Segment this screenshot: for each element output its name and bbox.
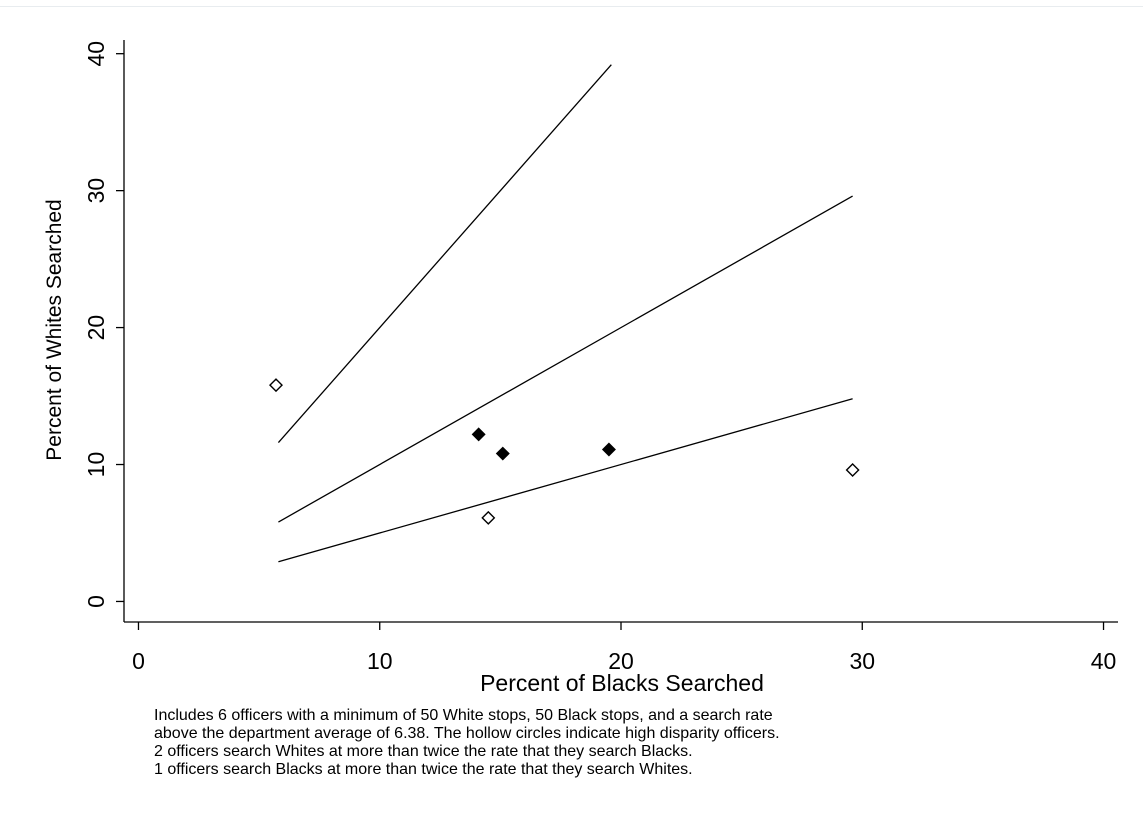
reference-line — [277, 64, 612, 444]
hollow-diamond-point — [481, 510, 496, 525]
y-tick-label: 40 — [83, 41, 109, 67]
x-tick-label: 0 — [132, 648, 145, 674]
chart-note: Includes 6 officers with a minimum of 50… — [154, 707, 1139, 779]
hollow-diamond-point — [269, 378, 283, 393]
axes: 0 10 20 30 40 0 10 20 30 40 — [83, 40, 1118, 674]
filled-diamond-point — [495, 446, 510, 461]
note-line: Includes 6 officers with a minimum of 50… — [154, 707, 773, 724]
reference-line — [278, 195, 853, 523]
y-tick-label: 30 — [83, 178, 109, 204]
top-divider — [0, 6, 1143, 7]
y-axis-label: Percent of Whites Searched — [43, 199, 66, 460]
y-tick-label: 0 — [83, 595, 109, 608]
x-tick-label: 40 — [1091, 648, 1117, 674]
note-line: 2 officers search Whites at more than tw… — [154, 743, 693, 760]
x-tick-label: 30 — [849, 648, 875, 674]
x-tick-label: 20 — [608, 648, 634, 674]
x-tick-label: 10 — [367, 648, 393, 674]
filled-diamond-point — [601, 442, 616, 457]
hollow-diamond-point — [845, 463, 860, 477]
scatter-chart: 0 10 20 30 40 0 10 20 30 40 Percent of Blacks Sea… — [43, 40, 1118, 696]
reference-line — [278, 398, 853, 563]
x-axis-label: Percent of Blacks Searched — [480, 670, 764, 696]
note-line: 1 officers search Blacks at more than tw… — [154, 761, 693, 778]
reference-lines — [277, 64, 853, 563]
note-line: above the department average of 6.38. Th… — [154, 725, 780, 742]
y-tick-label: 20 — [83, 315, 109, 341]
filled-diamond-point — [471, 427, 486, 442]
data-points — [269, 378, 860, 525]
y-tick-label: 10 — [83, 452, 109, 478]
